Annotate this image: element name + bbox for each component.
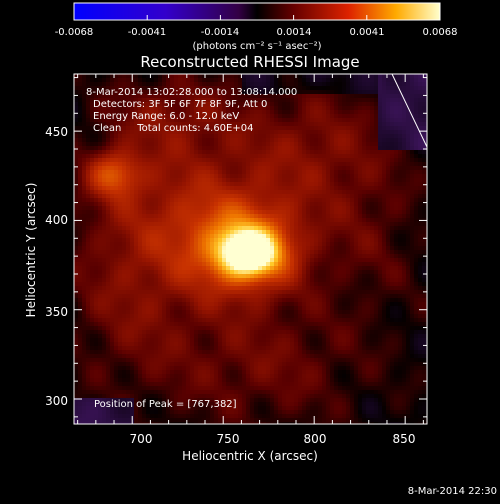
chart-title: Reconstructed RHESSI Image	[140, 53, 359, 71]
peak-position-label: Position of Peak = [767,382]	[94, 399, 237, 410]
colorbar-tick-5: 0.0068	[423, 27, 458, 38]
footer-timestamp: 8-Mar-2014 22:30	[408, 486, 497, 497]
annotation-detectors: Detectors: 3F 5F 6F 7F 8F 9F, Att 0	[93, 99, 267, 110]
colorbar	[74, 3, 440, 20]
x-tick-750: 750	[217, 432, 240, 446]
colorbar-tick-4: 0.0041	[350, 27, 385, 38]
colorbar-tick-2: -0.0014	[201, 27, 240, 38]
x-tick-850: 850	[393, 432, 416, 446]
annotation-energy: Energy Range: 6.0 - 12.0 keV	[93, 111, 239, 122]
y-axis-label: Heliocentric Y (arcsec)	[24, 183, 38, 318]
colorbar-tick-1: -0.0041	[128, 27, 167, 38]
y-tick-300: 300	[45, 394, 68, 408]
x-axis-label: Heliocentric X (arcsec)	[182, 449, 318, 463]
x-tick-800: 800	[304, 432, 327, 446]
y-tick-450: 450	[45, 125, 68, 139]
annotation-clean: Clean Total counts: 4.60E+04	[93, 123, 253, 134]
y-tick-400: 400	[45, 213, 68, 227]
colorbar-tick-3: 0.0014	[277, 27, 312, 38]
y-tick-350: 350	[45, 305, 68, 319]
annotation-time: 8-Mar-2014 13:02:28.000 to 13:08:14.000	[86, 87, 297, 98]
x-tick-700: 700	[130, 432, 153, 446]
colorbar-unit-label: (photons cm⁻² s⁻¹ asec⁻²)	[192, 41, 321, 52]
colorbar-tick-0: -0.0068	[55, 27, 94, 38]
